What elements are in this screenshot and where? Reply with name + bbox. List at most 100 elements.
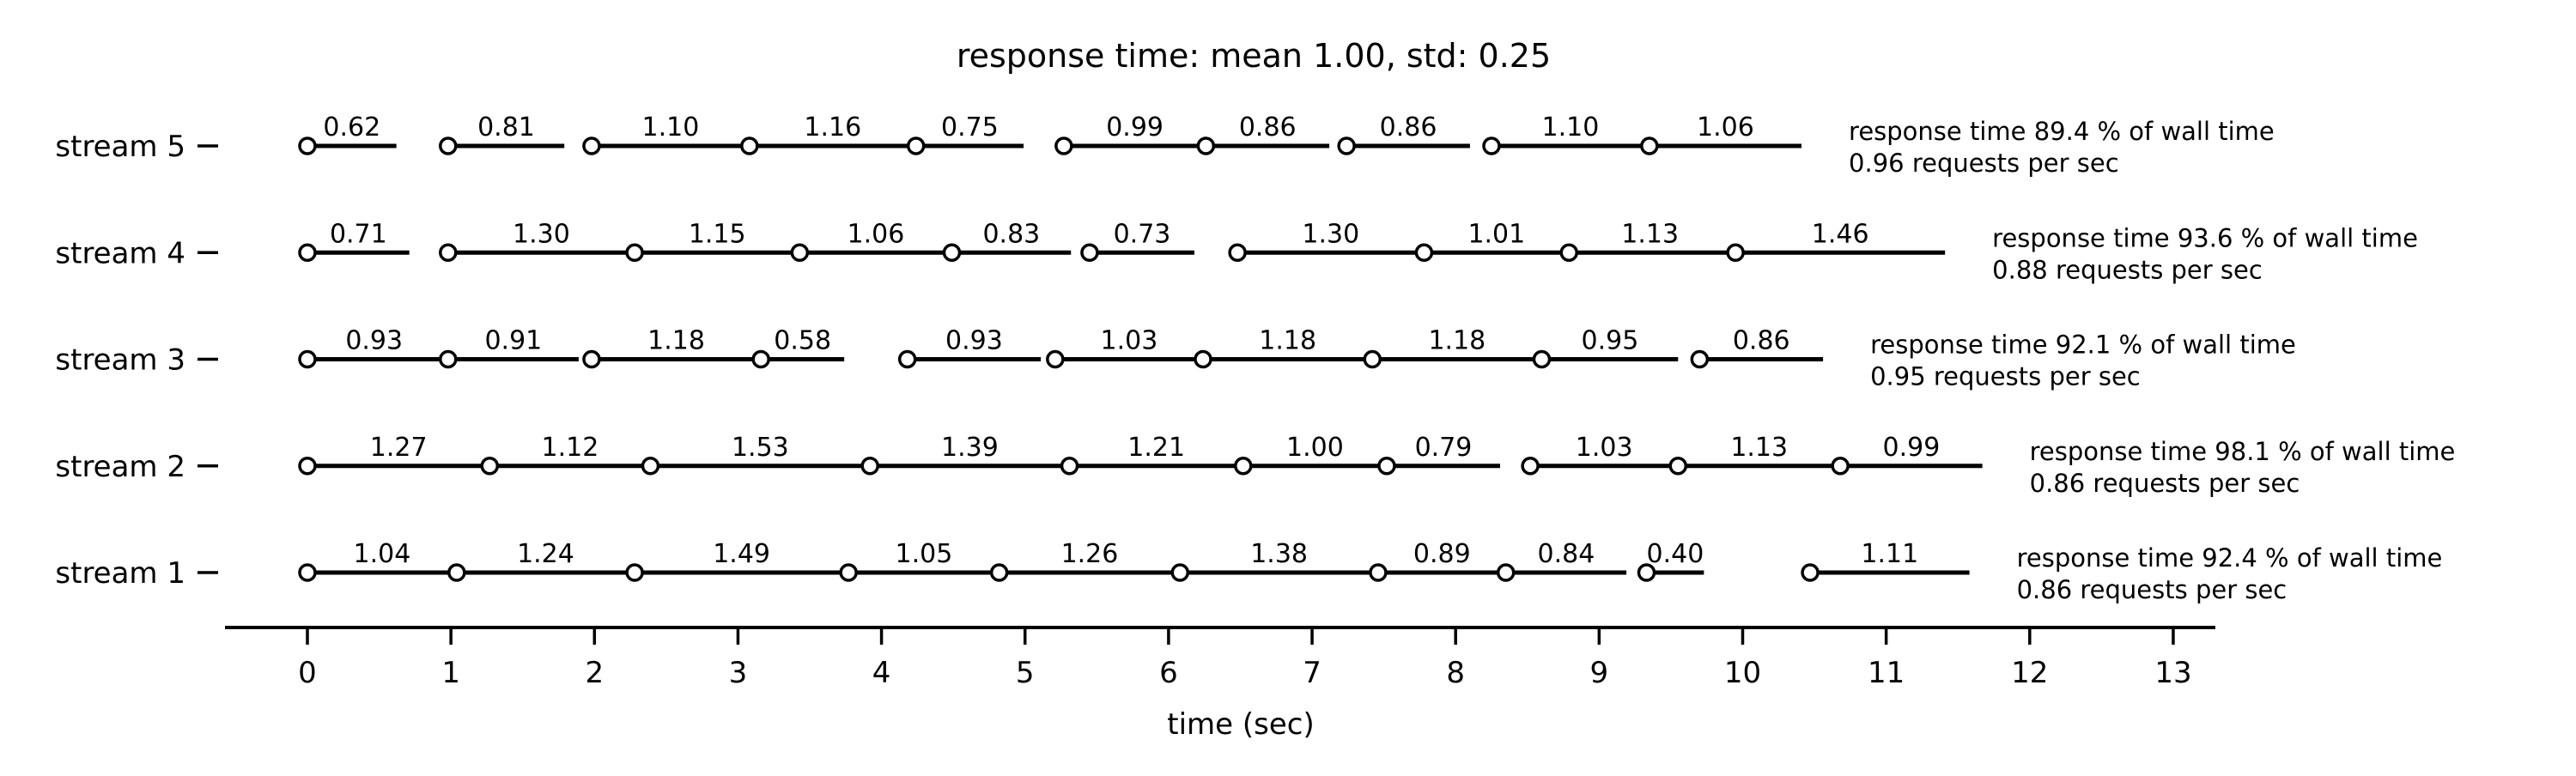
request-duration-label: 1.03 (1576, 433, 1633, 463)
request-start-marker (1521, 457, 1540, 476)
request-start-marker (439, 349, 458, 369)
request-duration-label: 0.83 (982, 219, 1040, 249)
x-axis-tick-label: 3 (729, 656, 748, 690)
request-start-marker (860, 457, 879, 476)
request-duration-label: 1.18 (1259, 326, 1316, 356)
x-axis-tick-label: 0 (298, 656, 317, 690)
request-duration-label: 1.15 (689, 219, 746, 249)
request-duration-label: 1.21 (1127, 433, 1185, 463)
request-start-marker (298, 243, 317, 262)
request-start-marker (439, 136, 458, 155)
x-axis-tick-label: 12 (2011, 656, 2048, 690)
request-start-marker (1414, 243, 1434, 262)
request-duration-label: 1.05 (896, 539, 953, 569)
x-axis-tick-label: 10 (1724, 656, 1761, 690)
request-start-marker (625, 563, 644, 582)
stream-annotation-line2: 0.95 requests per sec (1870, 362, 2141, 391)
x-axis-tick-label: 6 (1159, 656, 1178, 690)
request-start-marker (1482, 136, 1501, 155)
request-start-marker (1060, 457, 1079, 476)
request-start-marker (447, 563, 466, 582)
stream-annotation-line1: response time 92.4 % of wall time (2017, 543, 2443, 573)
request-start-marker (1559, 243, 1578, 262)
request-duration-label: 1.39 (941, 433, 999, 463)
request-start-marker (582, 349, 601, 369)
request-start-marker (1228, 243, 1247, 262)
request-start-marker (839, 563, 858, 582)
x-axis-tick-label: 2 (585, 656, 604, 690)
request-start-marker (480, 457, 500, 476)
stream-annotation-line2: 0.96 requests per sec (1849, 149, 2119, 178)
x-axis-tick-label: 5 (1016, 656, 1035, 690)
request-start-marker (1170, 563, 1190, 582)
request-start-marker (298, 457, 317, 476)
request-start-marker (1377, 457, 1396, 476)
stream-annotation-line1: response time 93.6 % of wall time (1992, 223, 2418, 252)
stream-label: stream 5 (55, 130, 185, 164)
request-duration-label: 0.84 (1538, 539, 1595, 569)
request-duration-label: 1.13 (1621, 219, 1679, 249)
request-duration-label: 1.00 (1286, 433, 1344, 463)
request-start-marker (1640, 136, 1659, 155)
request-duration-label: 1.06 (1697, 112, 1754, 142)
request-duration-label: 1.24 (517, 539, 574, 569)
request-duration-label: 1.49 (713, 539, 770, 569)
request-duration-label: 0.62 (323, 112, 380, 142)
request-start-marker (1496, 563, 1516, 582)
request-start-marker (582, 136, 601, 155)
request-duration-label: 1.53 (732, 433, 789, 463)
request-duration-label: 0.99 (1106, 112, 1163, 142)
request-start-marker (1046, 349, 1065, 369)
stream-label: stream 3 (55, 343, 185, 378)
request-duration-label: 0.86 (1733, 326, 1790, 356)
stream-annotation-line2: 0.86 requests per sec (2017, 575, 2287, 604)
x-axis-tick-label: 13 (2154, 656, 2191, 690)
request-duration-label: 1.18 (647, 326, 705, 356)
request-start-marker (906, 136, 926, 155)
request-start-marker (1532, 349, 1552, 369)
stream-annotation-line2: 0.88 requests per sec (1992, 255, 2263, 284)
request-start-marker (298, 563, 317, 582)
request-start-marker (439, 243, 458, 262)
x-axis-tick-label: 7 (1303, 656, 1321, 690)
request-duration-label: 1.16 (804, 112, 861, 142)
request-duration-label: 1.30 (1302, 219, 1359, 249)
request-duration-label: 0.93 (345, 326, 403, 356)
stream-annotation-line1: response time 92.1 % of wall time (1870, 330, 2296, 360)
request-start-marker (1831, 457, 1850, 476)
chart-title: response time: mean 1.00, std: 0.25 (957, 37, 1551, 75)
request-start-marker (1234, 457, 1253, 476)
request-duration-label: 0.93 (945, 326, 1003, 356)
request-start-marker (897, 349, 917, 369)
stream-label: stream 1 (55, 556, 185, 591)
request-start-marker (942, 243, 962, 262)
stream-annotation-line2: 0.86 requests per sec (2030, 469, 2300, 498)
request-duration-label: 1.27 (370, 433, 428, 463)
request-duration-label: 1.26 (1061, 539, 1119, 569)
x-axis-tick-label: 11 (1868, 656, 1905, 690)
request-duration-label: 0.73 (1114, 219, 1171, 249)
request-duration-label: 1.01 (1467, 219, 1525, 249)
request-duration-label: 0.58 (774, 326, 831, 356)
request-duration-label: 1.10 (641, 112, 699, 142)
request-start-marker (298, 136, 317, 155)
request-duration-label: 0.71 (330, 219, 387, 249)
request-start-marker (1196, 136, 1216, 155)
request-start-marker (641, 457, 660, 476)
request-start-marker (1668, 457, 1688, 476)
request-start-marker (1369, 563, 1388, 582)
request-start-marker (1363, 349, 1382, 369)
request-duration-label: 1.03 (1101, 326, 1158, 356)
request-duration-label: 0.86 (1239, 112, 1297, 142)
request-duration-label: 0.99 (1883, 433, 1941, 463)
x-axis-tick-label: 9 (1590, 656, 1609, 690)
x-axis-label: time (sec) (1167, 707, 1314, 742)
request-start-marker (1337, 136, 1356, 155)
request-start-marker (790, 243, 810, 262)
request-start-marker (298, 349, 317, 369)
request-duration-label: 1.13 (1730, 433, 1788, 463)
stream-label: stream 4 (55, 236, 185, 270)
x-axis-tick-label: 8 (1446, 656, 1465, 690)
